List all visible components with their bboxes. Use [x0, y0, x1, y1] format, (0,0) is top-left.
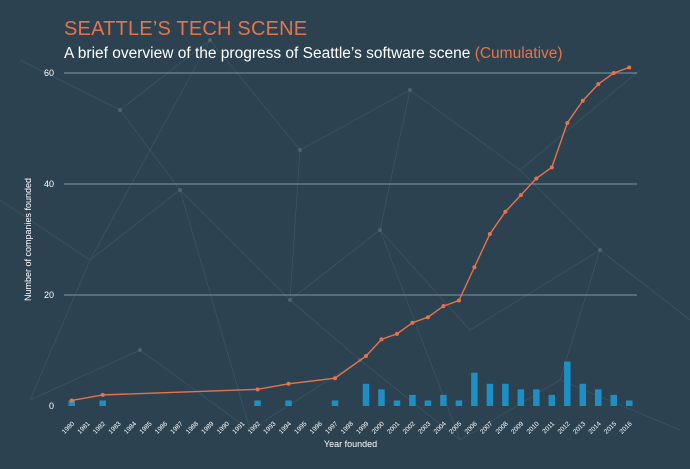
bar-2003 — [424, 400, 432, 406]
line-point-2006 — [472, 265, 477, 270]
x-tick-label-2001: 2001 — [386, 420, 401, 435]
x-tick-label-2006: 2006 — [464, 420, 479, 435]
y-axis-label: Number of companies founded — [23, 178, 33, 301]
line-point-2007 — [487, 231, 492, 236]
x-tick-label-1985: 1985 — [138, 420, 153, 435]
bar-2006 — [471, 372, 478, 406]
bar-1999 — [362, 383, 370, 406]
x-tick-label-1990: 1990 — [216, 420, 231, 435]
x-axis-label: Year founded — [324, 439, 377, 449]
x-tick-label-1989: 1989 — [200, 420, 215, 435]
bar-2015 — [610, 394, 618, 406]
x-tick-label-2010: 2010 — [526, 420, 541, 435]
y-tick-label-40: 40 — [44, 179, 54, 189]
x-tick-label-1984: 1984 — [123, 420, 138, 435]
line-point-2001 — [394, 331, 399, 336]
chart-title: SEATTLE’S TECH SCENE — [64, 18, 308, 40]
cumulative-line — [71, 66, 630, 402]
bar-2010 — [533, 389, 540, 406]
x-tick-label-2008: 2008 — [495, 420, 510, 435]
x-tick-label-1991: 1991 — [231, 420, 246, 435]
x-tick-label-1994: 1994 — [278, 420, 293, 435]
bar-1994 — [285, 400, 292, 406]
x-tick-label-2014: 2014 — [588, 420, 603, 435]
line-point-2016 — [627, 65, 632, 70]
line-point-2002 — [410, 320, 415, 325]
bar-2014 — [595, 389, 602, 406]
bar-2009 — [517, 389, 525, 406]
chart-subtitle: A brief overview of the progress of Seat… — [64, 45, 563, 63]
bar-2004 — [440, 394, 447, 406]
x-tick-label-2002: 2002 — [402, 420, 417, 435]
x-tick-label-1982: 1982 — [92, 420, 107, 435]
x-tick-label-2007: 2007 — [479, 420, 494, 435]
line-point-2011 — [549, 165, 554, 170]
line-point-1997 — [333, 376, 338, 381]
line-point-2012 — [565, 120, 570, 125]
bar-2005 — [455, 400, 463, 406]
line-point-2005 — [456, 298, 461, 303]
line-point-2004 — [441, 304, 446, 309]
line-point-2000 — [379, 337, 384, 342]
x-tick-label-2005: 2005 — [448, 420, 463, 435]
x-tick-label-1983: 1983 — [107, 420, 122, 435]
line-point-1982 — [100, 392, 105, 397]
bar-1980 — [68, 400, 75, 406]
x-tick-label-2011: 2011 — [541, 420, 556, 435]
chart-subtitle-accent: (Cumulative) — [474, 45, 563, 62]
line-point-2014 — [596, 82, 601, 87]
x-tick-label-1986: 1986 — [154, 420, 169, 435]
x-tick-label-1998: 1998 — [340, 420, 355, 435]
x-tick-label-2004: 2004 — [433, 420, 448, 435]
x-tick-label-1981: 1981 — [76, 420, 91, 435]
bar-2001 — [393, 400, 401, 406]
x-tick-label-1995: 1995 — [293, 420, 308, 435]
bar-1982 — [99, 400, 106, 406]
line-point-1980 — [69, 398, 74, 403]
x-tick-label-1999: 1999 — [355, 420, 370, 435]
line-point-2003 — [425, 315, 430, 320]
line-point-2009 — [518, 193, 523, 198]
line-point-2010 — [534, 176, 539, 181]
bar-2007 — [486, 383, 494, 406]
x-tick-label-2009: 2009 — [510, 420, 525, 435]
bar-2000 — [378, 389, 385, 406]
line-point-1992 — [255, 387, 260, 392]
bar-1997 — [331, 400, 339, 406]
x-tick-label-1992: 1992 — [247, 420, 262, 435]
x-tick-label-1988: 1988 — [185, 420, 200, 435]
bar-2011 — [548, 394, 556, 406]
x-tick-label-2015: 2015 — [603, 420, 618, 435]
x-tick-label-2003: 2003 — [417, 420, 432, 435]
y-tick-label-0: 0 — [49, 401, 54, 411]
line-point-2013 — [580, 98, 585, 103]
line-point-2015 — [611, 71, 616, 75]
line-point-1999 — [363, 354, 368, 359]
x-tick-label-1997: 1997 — [324, 420, 339, 435]
y-tick-label-20: 20 — [44, 290, 54, 300]
x-tick-label-2016: 2016 — [618, 420, 633, 435]
x-tick-label-1987: 1987 — [169, 420, 184, 435]
bar-2013 — [579, 383, 587, 406]
x-tick-label-2000: 2000 — [371, 420, 386, 435]
bar-1992 — [254, 400, 261, 406]
x-tick-label-2012: 2012 — [557, 420, 572, 435]
bar-2008 — [502, 383, 509, 406]
bar-2016 — [626, 400, 633, 406]
bar-2012 — [564, 361, 571, 406]
x-tick-label-1996: 1996 — [309, 420, 324, 435]
line-point-2008 — [503, 209, 508, 214]
x-tick-label-1993: 1993 — [262, 420, 277, 435]
x-tick-label-2013: 2013 — [572, 420, 587, 435]
chart-subtitle-text: A brief overview of the progress of Seat… — [64, 45, 471, 62]
x-tick-label-1980: 1980 — [61, 420, 76, 435]
line-point-1994 — [286, 381, 291, 386]
y-tick-label-60: 60 — [44, 68, 54, 78]
bar-2002 — [409, 394, 416, 406]
